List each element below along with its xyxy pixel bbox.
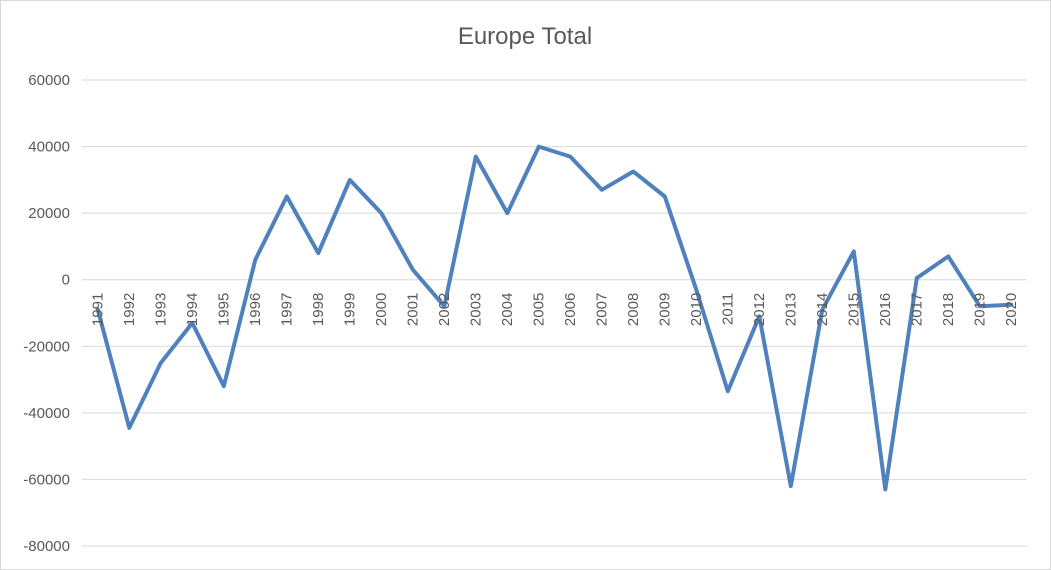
x-tick-label: 2002 <box>436 293 453 326</box>
series-group <box>95 144 1014 492</box>
x-tick-label: 1995 <box>216 293 233 326</box>
x-tick-label: 2005 <box>531 293 548 326</box>
x-tick-label: 1999 <box>342 293 359 326</box>
x-tick-label: 2000 <box>373 293 390 326</box>
x-tick-label: 2001 <box>405 293 422 326</box>
x-tick-label: 2018 <box>940 293 957 326</box>
x-tick-label: 1997 <box>279 293 296 326</box>
x-tick-label: 1998 <box>310 293 327 326</box>
chart-title: Europe Total <box>458 23 592 50</box>
x-tick-label: 2009 <box>657 293 674 326</box>
x-tick-label: 2013 <box>783 293 800 326</box>
x-tick-label: 1993 <box>153 293 170 326</box>
x-tick-label: 2014 <box>814 293 831 326</box>
y-axis-tick-labels: 60000 40000 20000 0 -20000 -40000 -60000 -80000 <box>23 72 70 555</box>
y-tick-label: -80000 <box>23 538 70 555</box>
y-tick-label: 60000 <box>28 72 70 89</box>
y-tick-label: -20000 <box>23 338 70 355</box>
x-tick-label: 2011 <box>720 293 737 325</box>
x-tick-label: 2017 <box>909 293 926 326</box>
y-tick-label: -40000 <box>23 405 70 422</box>
y-tick-label: 0 <box>62 272 70 289</box>
x-tick-label: 2007 <box>594 293 611 326</box>
x-tick-label: 1991 <box>90 293 107 326</box>
x-tick-label: 2015 <box>846 293 863 326</box>
y-tick-label: 40000 <box>28 139 70 156</box>
x-tick-label: 1994 <box>184 293 201 326</box>
x-tick-label: 2016 <box>877 293 894 326</box>
x-tick-label: 2006 <box>562 293 579 326</box>
x-tick-label: 2008 <box>625 293 642 326</box>
x-tick-label: 2019 <box>972 293 989 326</box>
x-tick-label: 1996 <box>247 293 264 326</box>
y-tick-label: -60000 <box>23 471 70 488</box>
x-axis-tick-labels: 1991 1992 1993 1994 1995 1996 1997 1998 1999 2000… <box>90 293 1021 326</box>
gridlines <box>82 79 1027 547</box>
x-tick-label: 2020 <box>1003 293 1020 326</box>
series-line <box>95 144 1014 492</box>
x-tick-label: 2004 <box>499 293 516 326</box>
x-tick-label: 2010 <box>688 293 705 326</box>
x-tick-label: 1992 <box>121 293 138 326</box>
x-tick-label: 2012 <box>751 293 768 326</box>
y-tick-label: 20000 <box>28 205 70 222</box>
x-tick-label: 2003 <box>468 293 485 326</box>
